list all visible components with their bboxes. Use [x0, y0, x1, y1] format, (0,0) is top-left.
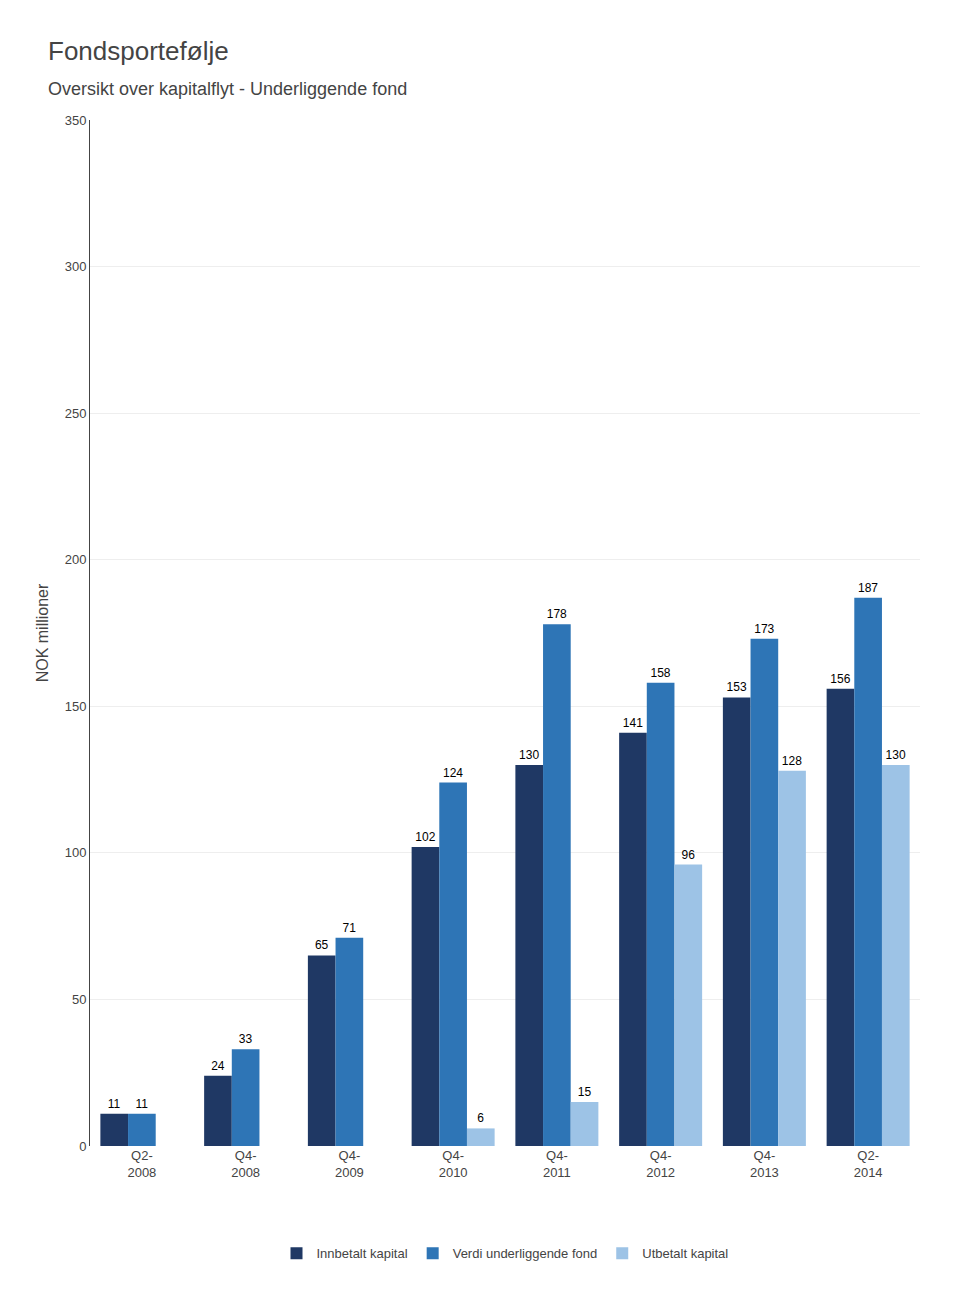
svg-text:6: 6	[477, 1111, 484, 1125]
svg-text:187: 187	[858, 581, 878, 595]
svg-text:200: 200	[65, 552, 87, 567]
svg-text:130: 130	[519, 748, 539, 762]
svg-text:0: 0	[79, 1139, 86, 1154]
svg-text:Fondsportefølje: Fondsportefølje	[48, 36, 229, 66]
svg-text:Q2-2014: Q2-2014	[854, 1148, 883, 1180]
svg-text:Q4-2009: Q4-2009	[335, 1148, 364, 1180]
svg-text:102: 102	[415, 830, 435, 844]
svg-text:156: 156	[830, 672, 850, 686]
svg-text:33: 33	[239, 1032, 253, 1046]
svg-text:128: 128	[782, 754, 802, 768]
svg-text:50: 50	[72, 992, 86, 1007]
svg-text:Utbetalt kapital: Utbetalt kapital	[642, 1246, 728, 1261]
svg-text:Q4-2013: Q4-2013	[750, 1148, 779, 1180]
svg-text:Q4-2012: Q4-2012	[646, 1148, 675, 1180]
svg-text:300: 300	[65, 259, 87, 274]
svg-text:11: 11	[135, 1097, 148, 1111]
svg-text:141: 141	[623, 716, 643, 730]
svg-text:178: 178	[547, 607, 567, 621]
svg-text:15: 15	[578, 1085, 592, 1099]
svg-text:100: 100	[65, 845, 87, 860]
svg-text:Q4-2011: Q4-2011	[543, 1148, 571, 1180]
svg-text:350: 350	[65, 113, 87, 128]
svg-text:153: 153	[727, 680, 747, 694]
svg-text:250: 250	[65, 406, 87, 421]
svg-text:Oversikt over kapitalflyt - Un: Oversikt over kapitalflyt - Underliggend…	[48, 79, 407, 99]
svg-text:NOK millioner: NOK millioner	[34, 583, 51, 682]
svg-text:11: 11	[108, 1097, 121, 1111]
svg-text:24: 24	[211, 1059, 225, 1073]
svg-text:Verdi underliggende fond: Verdi underliggende fond	[453, 1246, 598, 1261]
svg-text:Innbetalt kapital: Innbetalt kapital	[317, 1246, 408, 1261]
svg-text:150: 150	[65, 699, 87, 714]
svg-text:130: 130	[886, 748, 906, 762]
svg-text:124: 124	[443, 766, 463, 780]
svg-text:71: 71	[343, 921, 357, 935]
svg-text:Q4-2010: Q4-2010	[439, 1148, 468, 1180]
svg-text:65: 65	[315, 938, 329, 952]
svg-text:96: 96	[681, 848, 695, 862]
svg-text:158: 158	[650, 666, 670, 680]
svg-text:Q4-2008: Q4-2008	[231, 1148, 260, 1180]
svg-text:Q2-2008: Q2-2008	[127, 1148, 156, 1180]
svg-text:173: 173	[754, 622, 774, 636]
